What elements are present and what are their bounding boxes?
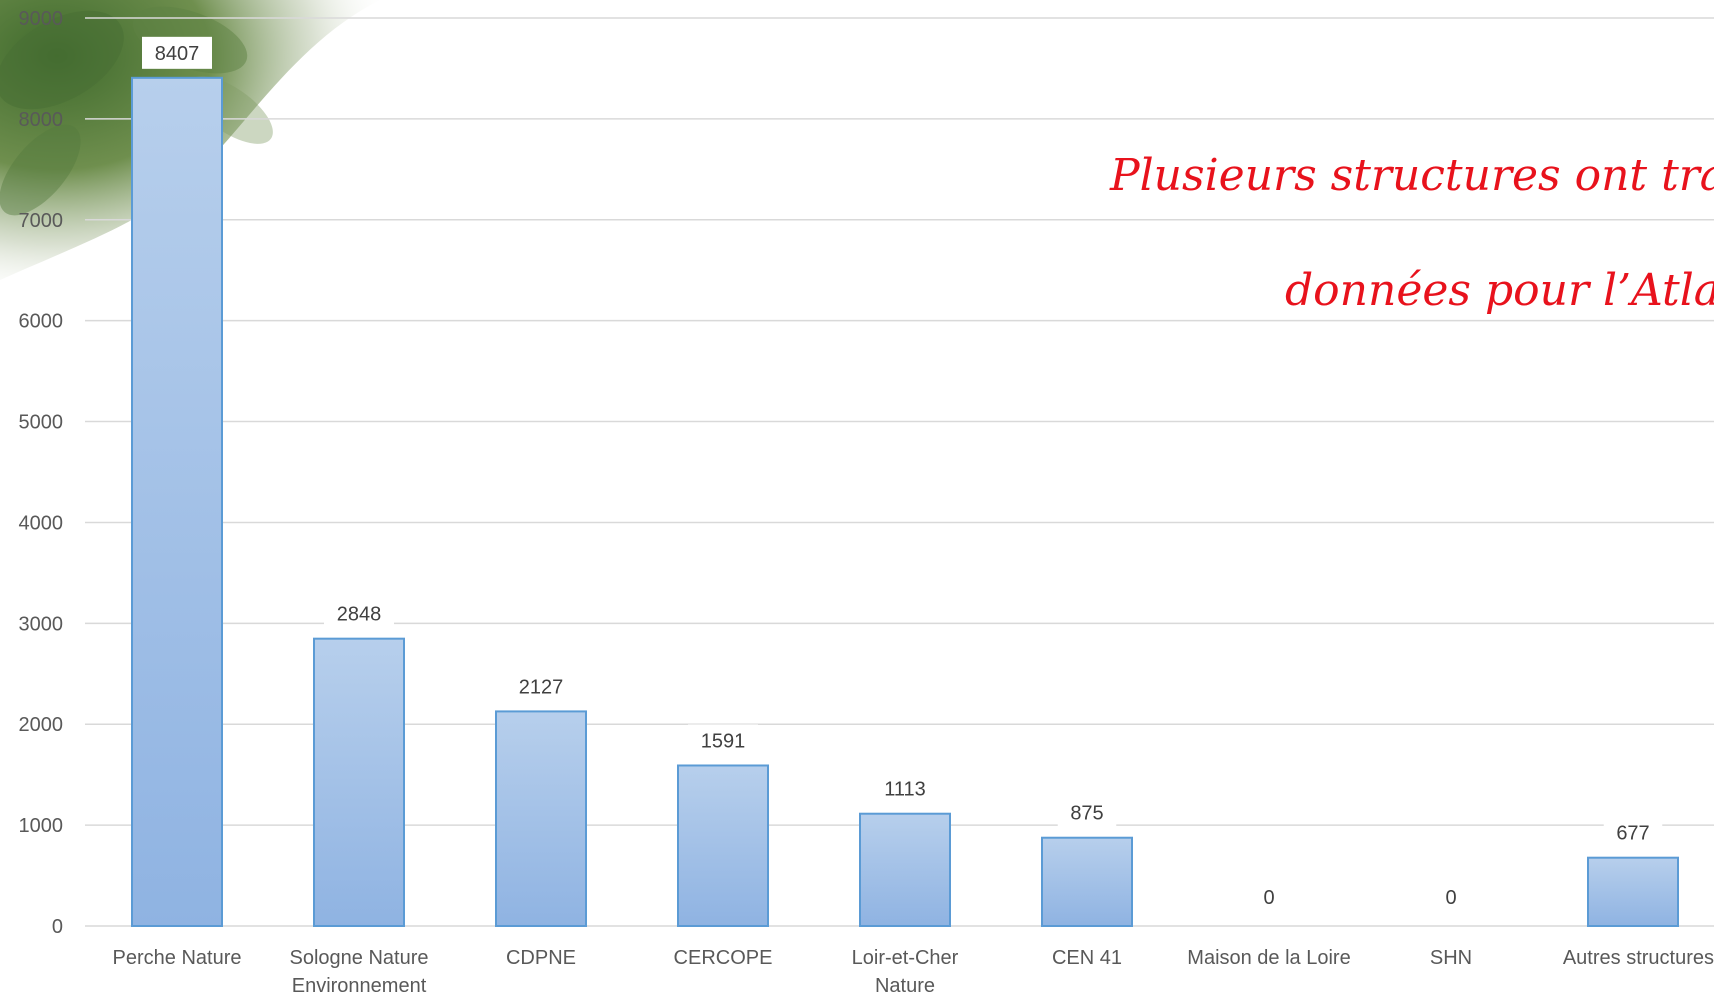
bar — [131, 76, 223, 928]
data-label: 2127 — [519, 676, 564, 698]
bars — [131, 76, 1679, 928]
data-label-bg — [324, 597, 394, 630]
bar — [313, 637, 405, 927]
y-tick-label: 7000 — [19, 210, 64, 232]
bar — [495, 710, 587, 928]
bar — [1041, 836, 1133, 928]
data-label: 1113 — [884, 779, 926, 801]
x-tick-label: Autres structures — [1563, 947, 1714, 969]
data-label: 875 — [1070, 803, 1103, 825]
data-label: 0 — [1263, 887, 1274, 909]
data-label-bg — [142, 36, 212, 69]
annotation-line-1: Plusieurs structures ont transmises — [1109, 150, 1714, 201]
x-tick-label: Loir-et-Cher — [852, 947, 959, 969]
x-tick-label: CDPNE — [506, 947, 576, 969]
annotation-line-2: données pour l’Atlas — [1285, 265, 1714, 316]
y-tick-label: 5000 — [19, 412, 64, 434]
data-label-bg — [1251, 881, 1287, 913]
data-label-bg — [1433, 881, 1469, 913]
bar — [859, 812, 951, 928]
y-tick-label: 1000 — [19, 815, 64, 837]
x-tick-label: Nature — [875, 975, 935, 997]
data-label-bg — [688, 724, 758, 757]
x-tick-label: SHN — [1430, 947, 1472, 969]
data-label: 0 — [1445, 887, 1456, 909]
x-axis: Perche Nature Sologne Nature Environnement… — [113, 947, 1714, 997]
x-tick-label: Perche Nature — [113, 947, 242, 969]
bar — [1587, 856, 1679, 928]
y-tick-label: 9000 — [19, 8, 64, 30]
y-tick-label: 3000 — [19, 613, 64, 635]
annotation: Plusieurs structures ont transmises donn… — [1109, 150, 1714, 316]
y-tick-label: 6000 — [19, 311, 64, 333]
data-label-bg — [1057, 796, 1117, 829]
data-labels: 8407 2848 2127 1591 1113 875 0 0 677 — [142, 36, 1663, 913]
x-tick-label: Sologne Nature — [290, 947, 429, 969]
data-label: 2848 — [337, 604, 382, 626]
data-label-bg — [870, 772, 940, 805]
y-tick-label: 8000 — [19, 109, 64, 131]
x-tick-label: Environnement — [292, 975, 427, 997]
y-tick-label: 4000 — [19, 512, 64, 534]
y-tick-label: 2000 — [19, 714, 64, 736]
data-label: 677 — [1616, 823, 1649, 845]
data-label-bg — [1603, 816, 1663, 849]
y-axis: 0 1000 2000 3000 4000 5000 6000 7000 8000 9000 — [19, 8, 64, 938]
x-tick-label: Maison de la Loire — [1187, 947, 1350, 969]
data-label: 1591 — [701, 730, 746, 752]
data-label: 8407 — [155, 43, 200, 65]
bar — [677, 764, 769, 927]
data-label-bg — [506, 670, 576, 703]
x-tick-label: CERCOPE — [674, 947, 773, 969]
x-tick-label: CEN 41 — [1052, 947, 1122, 969]
y-tick-label: 0 — [52, 916, 63, 938]
